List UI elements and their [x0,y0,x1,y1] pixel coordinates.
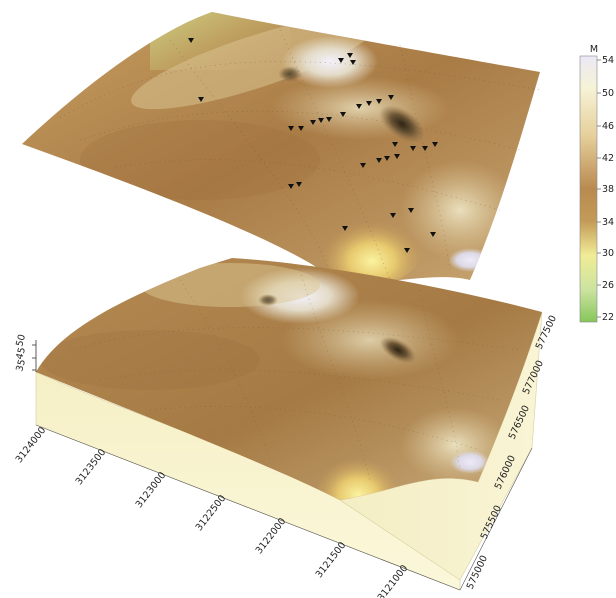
legend-tick-label: 22 [602,312,614,323]
well-marker [430,232,436,237]
upper-surface-grid [59,29,541,281]
well-marker [342,226,348,231]
well-marker [404,248,410,253]
well-marker [288,126,294,131]
well-marker [347,53,353,58]
legend-tick-label: 50 [602,88,614,99]
x-tick-label: 3121000 [376,563,411,598]
well-marker [388,95,394,100]
lower-block: 50 45 35 3124000 3123500 3123000 3122500… [14,258,559,598]
legend-ticks [597,59,601,318]
legend-tick-label: 30 [602,248,614,259]
legend-tick-label: 46 [602,121,614,132]
well-marker [326,117,332,122]
z-tick-label: 45 [14,346,28,361]
well-marker [422,146,428,151]
legend-tick-label: 42 [602,153,614,164]
well-markers [188,38,438,253]
well-marker [350,60,356,65]
z-tick-label: 50 [14,333,28,348]
well-marker [296,182,302,187]
legend-tick-label: 38 [602,184,614,195]
legend-color-bar [579,55,598,323]
well-marker [390,213,396,218]
well-marker [338,58,344,63]
x-tick-label: 3123500 [74,447,109,487]
well-marker [384,156,390,161]
well-marker [408,208,414,213]
well-marker [340,112,346,117]
well-marker [394,154,400,159]
well-marker [376,158,382,163]
x-tick-label: 3121500 [314,540,349,580]
well-marker [410,146,416,151]
x-tick-label: 3123000 [134,470,169,510]
well-marker [376,99,382,104]
legend-unit: M [590,44,598,55]
color-legend: M 54 50 46 42 38 34 30 26 22 [579,44,614,323]
well-marker [188,38,194,43]
upper-surface [22,12,541,282]
x-tick-label: 3122000 [254,516,289,556]
legend-tick-label: 26 [602,280,614,291]
x-tick-label: 3124000 [14,425,49,465]
legend-tick-label: 34 [602,217,614,228]
well-marker [310,120,316,125]
well-marker [318,118,324,123]
well-marker [432,142,438,147]
well-marker [356,104,362,109]
well-marker [392,142,398,147]
x-tick-label: 3122500 [194,493,229,533]
z-axis: 50 45 35 [14,333,37,373]
well-marker [298,126,304,131]
well-marker [198,97,204,102]
well-marker [366,101,372,106]
z-tick-label: 35 [14,358,28,373]
well-marker [360,163,366,168]
well-marker [288,184,294,189]
legend-tick-label: 54 [602,55,614,66]
lower-surface-grid [69,269,521,481]
